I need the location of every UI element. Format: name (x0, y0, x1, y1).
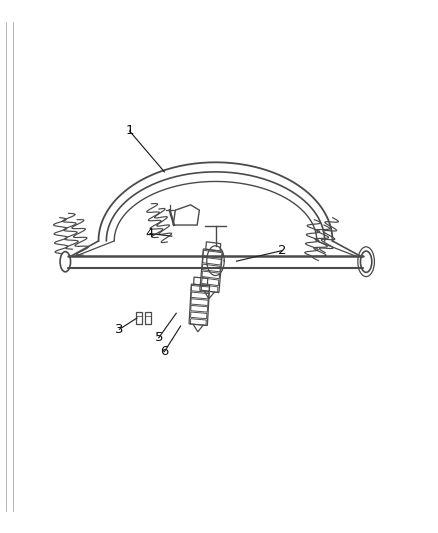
Bar (136, 312, 142, 325)
Text: 3: 3 (115, 322, 124, 336)
Text: 1: 1 (125, 124, 134, 138)
Text: 2: 2 (278, 244, 286, 257)
Text: 5: 5 (155, 331, 163, 344)
Text: 4: 4 (146, 227, 154, 240)
Bar (145, 312, 151, 325)
Text: 6: 6 (160, 345, 169, 358)
